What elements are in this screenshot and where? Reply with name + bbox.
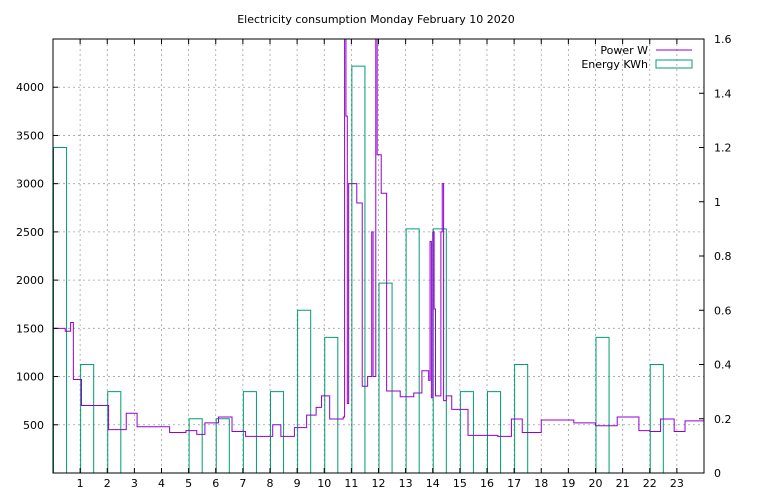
x-tick-label: 17 — [507, 477, 521, 490]
energy-bar — [80, 364, 95, 474]
x-tick-label: 21 — [616, 477, 630, 490]
x-tick-label: 14 — [426, 477, 440, 490]
energy-bar — [351, 65, 366, 474]
legend-energy-kwh-label: Energy KWh — [581, 58, 648, 71]
x-tick-label: 3 — [131, 477, 138, 490]
x-tick-label: 6 — [212, 477, 219, 490]
energy-bar — [188, 418, 203, 474]
x-tick-label: 18 — [534, 477, 548, 490]
energy-bar — [324, 336, 339, 474]
x-tick-label: 4 — [158, 477, 165, 490]
x-tick-label: 2 — [104, 477, 111, 490]
y-tick-label: 3500 — [16, 129, 44, 142]
x-tick-label: 15 — [453, 477, 467, 490]
x-tick-label: 11 — [344, 477, 358, 490]
legend-power-w-label: Power W — [600, 44, 648, 57]
power-w-line — [53, 39, 704, 437]
y-tick-label: 2500 — [16, 226, 44, 239]
x-tick-label: 7 — [239, 477, 246, 490]
y-tick-label: 500 — [23, 419, 44, 432]
axis-ticks: 1 2 3 4 5 6 7 8 9 10 11 12 13 14 15 16 17 18 19 20 21 22 23500… — [16, 33, 732, 490]
x-tick-label: 8 — [267, 477, 274, 490]
energy-bar — [487, 391, 502, 474]
y-tick-label: 2000 — [16, 274, 44, 287]
x-tick-label: 16 — [480, 477, 494, 490]
x-tick-label: 5 — [185, 477, 192, 490]
y2-tick-label: 1 — [714, 196, 721, 209]
power-w-path — [53, 39, 704, 437]
x-tick-label: 10 — [317, 477, 331, 490]
x-tick-label: 20 — [589, 477, 603, 490]
energy-bar — [53, 147, 68, 474]
y2-tick-label: 1.6 — [714, 33, 732, 46]
y2-tick-label: 1.2 — [714, 142, 732, 155]
energy-bar — [297, 309, 312, 474]
y2-tick-label: 0.6 — [714, 304, 732, 317]
legend-energy-kwh-swatch — [655, 59, 693, 69]
y-tick-label: 1000 — [16, 371, 44, 384]
y-tick-label: 3000 — [16, 178, 44, 191]
x-tick-label: 12 — [372, 477, 386, 490]
x-tick-label: 19 — [561, 477, 575, 490]
energy-bar — [378, 282, 393, 474]
y2-tick-label: 0.4 — [714, 359, 732, 372]
x-tick-label: 9 — [294, 477, 301, 490]
y2-tick-label: 1.4 — [714, 87, 732, 100]
y2-tick-label: 0.8 — [714, 250, 732, 263]
y-tick-label: 1500 — [16, 322, 44, 335]
chart-title: Electricity consumption Monday February … — [237, 13, 515, 26]
energy-bar — [215, 418, 230, 474]
energy-kwh-bars — [53, 65, 664, 474]
energy-bar — [459, 391, 474, 474]
x-tick-label: 23 — [670, 477, 684, 490]
x-tick-label: 13 — [399, 477, 413, 490]
y2-tick-label: 0.2 — [714, 413, 732, 426]
y2-tick-label: 0 — [714, 467, 721, 480]
y-tick-label: 4000 — [16, 81, 44, 94]
energy-bar — [595, 336, 610, 474]
energy-bar — [107, 391, 122, 474]
x-tick-label: 1 — [77, 477, 84, 490]
x-tick-label: 22 — [643, 477, 657, 490]
legend: Power W Energy KWh — [581, 44, 693, 71]
energy-bar — [405, 228, 420, 474]
